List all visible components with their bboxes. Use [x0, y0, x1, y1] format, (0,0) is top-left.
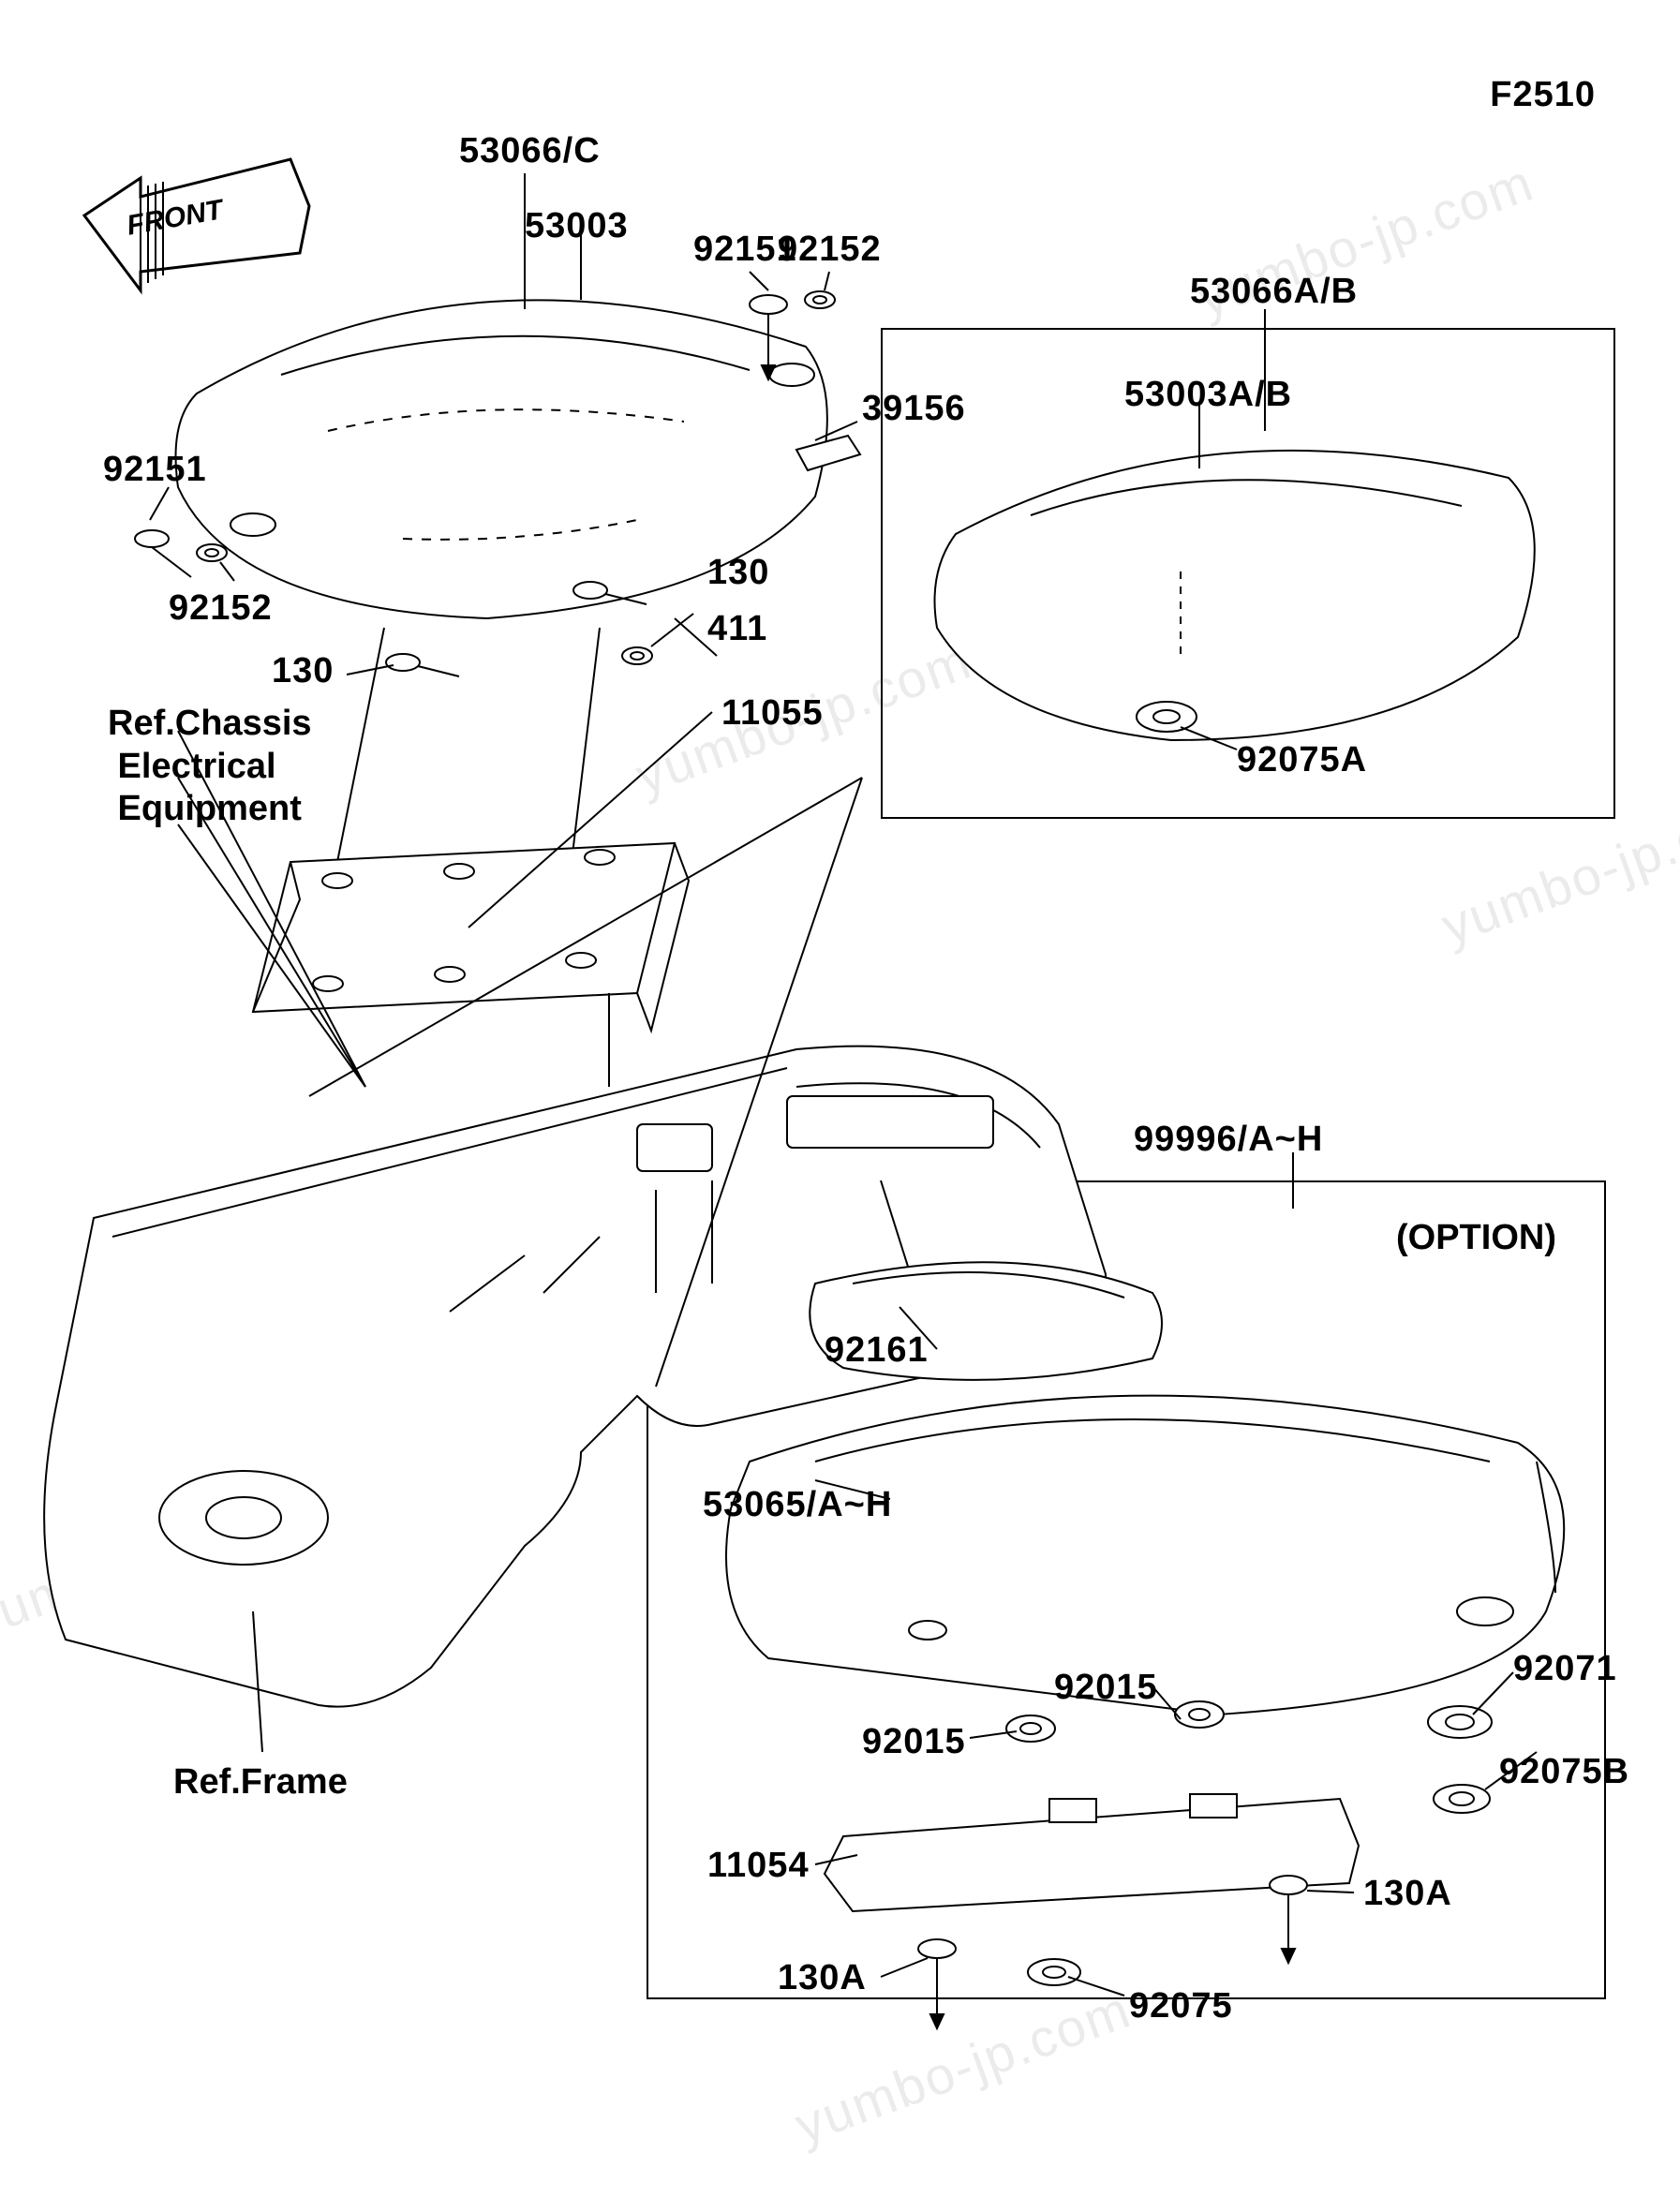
callout-92075B: 92075B [1499, 1752, 1629, 1792]
callout-130A-a: 130A [1363, 1874, 1452, 1914]
callout-130-left: 130 [272, 651, 334, 691]
figure-id: F2510 [1490, 75, 1596, 115]
option-label: (OPTION) [1396, 1218, 1556, 1258]
callout-92071: 92071 [1513, 1649, 1617, 1689]
callout-92152-left: 92152 [169, 588, 273, 629]
callout-53003AB: 53003A/B [1124, 375, 1292, 415]
watermark: yumbo-jp.com [0, 1473, 314, 1651]
watermark: yumbo-jp.com [787, 1979, 1138, 2157]
callout-92015-b: 92015 [862, 1722, 966, 1762]
callout-11055: 11055 [721, 693, 824, 734]
front-label: FRONT [125, 193, 226, 243]
ref-frame: Ref.Frame [173, 1761, 348, 1804]
callout-92151-left: 92151 [103, 450, 207, 490]
callout-92075A: 92075A [1237, 740, 1367, 780]
callout-92161: 92161 [825, 1330, 929, 1371]
ref-chassis-electrical: Ref.Chassis Electrical Equipment [108, 703, 312, 831]
callout-39156: 39156 [862, 389, 966, 429]
callout-92015-a: 92015 [1054, 1668, 1158, 1708]
callout-411: 411 [707, 609, 767, 649]
callout-130A-b: 130A [778, 1958, 867, 1998]
callout-92075: 92075 [1129, 1986, 1233, 2026]
callout-130-mid: 130 [707, 553, 769, 593]
callout-53003: 53003 [525, 206, 629, 246]
callout-53065AH: 53065/A~H [703, 1485, 892, 1525]
callout-92152-top: 92152 [778, 230, 882, 270]
callout-53066C: 53066/C [459, 131, 601, 171]
diagram-canvas: yumbo-jp.com yumbo-jp.com yumbo-jp.com y… [0, 0, 1680, 2197]
callout-11054: 11054 [707, 1846, 810, 1886]
callout-99996AH: 99996/A~H [1134, 1120, 1323, 1160]
callout-53066AB: 53066A/B [1190, 272, 1358, 312]
